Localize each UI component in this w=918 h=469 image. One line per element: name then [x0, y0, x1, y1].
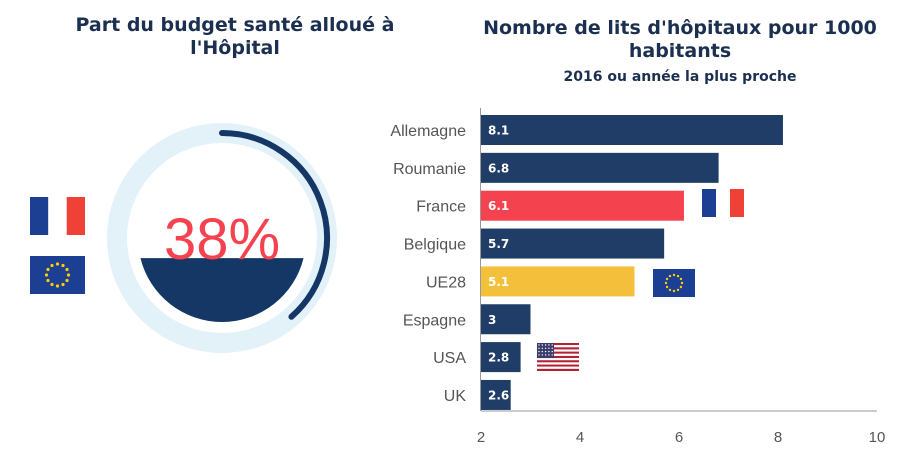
donut-chart-title: Part du budget santé alloué à l'Hôpital — [75, 14, 395, 59]
bar-chart-subtitle: 2016 ou année la plus proche — [563, 69, 797, 85]
x-tick-label: 10 — [869, 429, 886, 446]
bar-value-label: 2.8 — [488, 351, 509, 365]
category-label: UE28 — [426, 274, 466, 291]
flag-france-icon — [30, 197, 85, 235]
flag-eu-icon — [653, 269, 695, 297]
bar-france — [481, 190, 684, 221]
bar-roumanie — [481, 152, 719, 183]
bar-value-label: 5.7 — [488, 237, 509, 251]
bar-value-label: 2.6 — [488, 388, 509, 402]
bar-belgique — [481, 228, 665, 259]
bar-value-label: 6.8 — [488, 161, 509, 175]
bar-value-label: 5.1 — [488, 275, 509, 289]
donut-value-label: 38% — [164, 207, 280, 272]
category-label: UK — [444, 388, 467, 405]
category-label: USA — [433, 350, 466, 367]
bar-value-label: 8.1 — [488, 124, 509, 138]
category-label: Roumanie — [393, 161, 466, 178]
bar-chart-title: Nombre de lits d'hôpitaux pour 1000 habi… — [483, 17, 877, 62]
category-label: Belgique — [404, 237, 466, 254]
bar-ue28 — [481, 266, 635, 297]
donut-arc — [219, 130, 330, 320]
bar-usa — [481, 342, 521, 373]
category-label: Allemagne — [390, 123, 466, 140]
donut-fill — [140, 258, 304, 322]
bar-allemagne — [481, 115, 783, 145]
bar-value-label: 3 — [488, 313, 496, 327]
x-tick-label: 8 — [774, 429, 782, 446]
category-label: France — [416, 199, 466, 216]
bar-espagne — [481, 304, 531, 335]
x-tick-label: 4 — [576, 429, 584, 446]
x-tick-label: 6 — [675, 429, 683, 446]
flag-france-icon — [702, 189, 744, 217]
x-tick-label: 2 — [477, 429, 485, 446]
category-label: Espagne — [403, 312, 466, 329]
flag-eu-icon — [30, 256, 85, 294]
bar-uk — [481, 379, 511, 410]
flag-usa-icon — [537, 343, 579, 371]
bar-value-label: 6.1 — [488, 199, 509, 213]
